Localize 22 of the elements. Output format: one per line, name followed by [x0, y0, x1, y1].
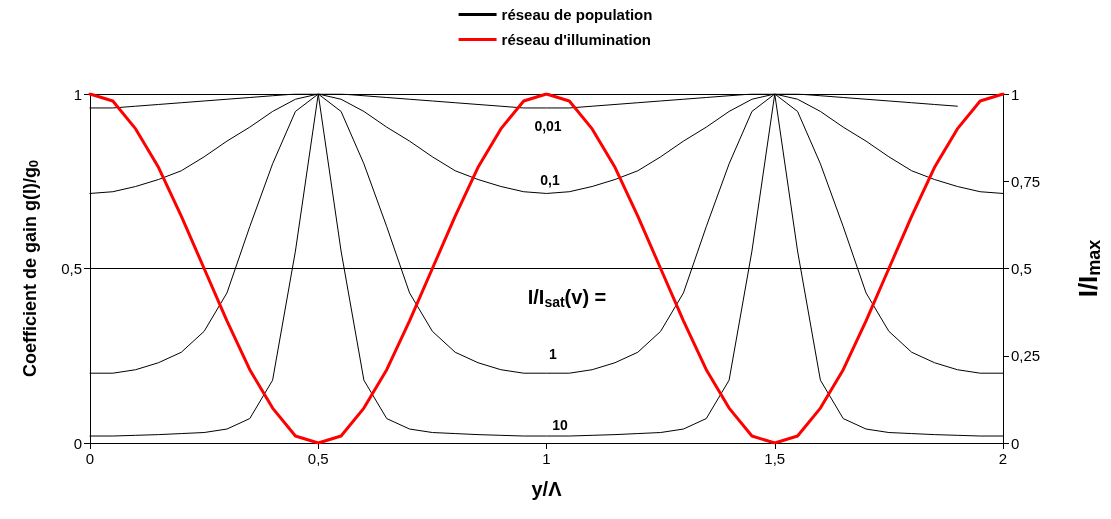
annotation: 0,01 [534, 118, 562, 134]
x-axis-title: y/Λ [531, 478, 563, 500]
y-tick-label: 1 [73, 85, 82, 103]
y2-tick-label: 0,5 [1011, 260, 1032, 277]
x-tick-label: 0 [85, 450, 95, 467]
y2-tick-label: 0 [1011, 434, 1020, 452]
legend-label: réseau d'illumination [501, 31, 652, 48]
y2-tick-label: 0,25 [1011, 347, 1041, 365]
annotation: 10 [552, 417, 568, 433]
annotation: 1 [549, 346, 558, 362]
annotation: 0,1 [540, 172, 560, 188]
y2-tick-label: 1 [1011, 85, 1020, 103]
legend-label: réseau de population [501, 6, 653, 23]
y2-tick-label: 0,75 [1011, 172, 1041, 190]
x-tick-label: 1,5 [764, 450, 786, 467]
y-tick-label: 0,5 [61, 260, 82, 277]
x-tick-label: 1 [542, 450, 551, 467]
x-tick-label: 0,5 [307, 450, 329, 467]
y-tick-label: 0 [73, 434, 82, 452]
x-tick-label: 2 [998, 450, 1008, 467]
y2-axis-title: I/Imax [1073, 239, 1104, 298]
y-axis-title: Coefficient de gain g(I)/g0 [19, 159, 41, 378]
